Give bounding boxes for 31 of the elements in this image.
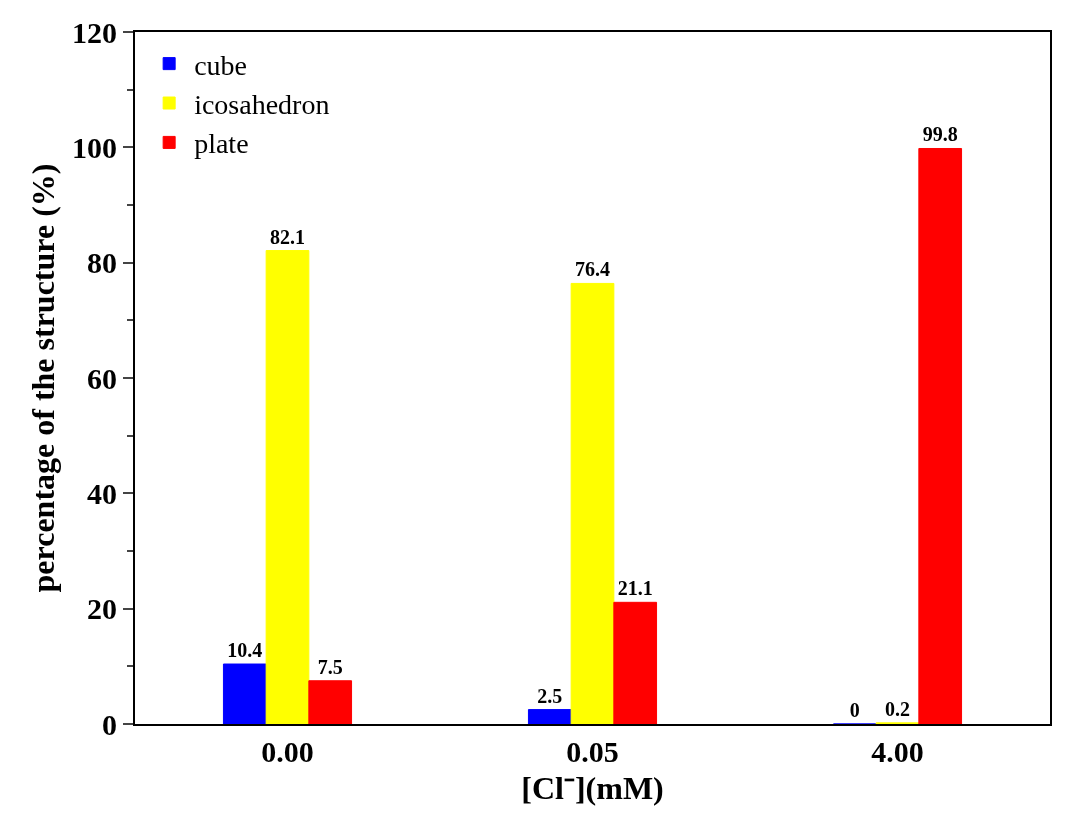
bar xyxy=(613,601,658,724)
y-tick-label: 60 xyxy=(87,361,117,395)
data-label: 2.5 xyxy=(537,684,563,707)
bar xyxy=(918,147,963,724)
data-label: 99.8 xyxy=(922,123,958,146)
data-label: 10.4 xyxy=(227,639,263,662)
bar xyxy=(570,282,615,724)
legend-label: plate xyxy=(194,128,249,160)
bar xyxy=(222,663,267,724)
y-tick-label: 0 xyxy=(102,707,117,741)
y-tick-label: 20 xyxy=(87,592,117,626)
x-tick-label: 4.00 xyxy=(871,735,924,768)
x-tick-label: 0.00 xyxy=(261,735,314,768)
x-tick-label: 0.05 xyxy=(566,735,619,768)
x-axis-title: [Cl⁻](mM) xyxy=(521,770,664,807)
data-label: 21.1 xyxy=(617,577,653,600)
y-axis-title: percentage of the structure (%) xyxy=(24,163,61,593)
bar xyxy=(308,680,353,724)
data-label: 7.5 xyxy=(317,655,343,678)
y-tick-label: 120 xyxy=(72,15,117,49)
data-label: 76.4 xyxy=(575,258,610,281)
y-tick-label: 80 xyxy=(87,246,117,280)
y-tick-label: 100 xyxy=(72,130,117,164)
bar xyxy=(527,709,572,724)
data-label: 0 xyxy=(849,699,860,721)
data-label: 0.2 xyxy=(885,697,910,720)
legend-label: cube xyxy=(194,49,248,81)
bar xyxy=(265,250,310,724)
y-tick-label: 40 xyxy=(87,476,117,510)
legend-label: icosahedron xyxy=(194,88,330,120)
data-label: 82.1 xyxy=(270,225,305,248)
